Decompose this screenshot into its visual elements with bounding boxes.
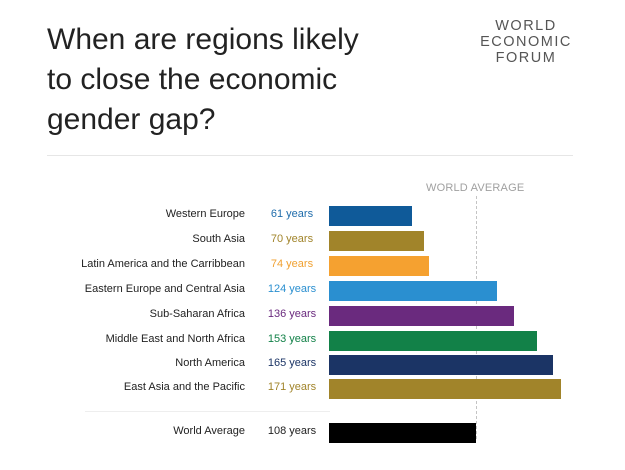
bar [329,423,476,443]
bar-row: Eastern Europe and Central Asia 124 years [0,281,625,301]
bar [329,281,497,301]
wef-logo: WORLD ECONOMIC FORUM [474,18,578,66]
category-label: North America [175,357,245,369]
bar-row: North America 165 years [0,355,625,375]
bar [329,206,412,226]
logo-line-2: ECONOMIC [480,34,572,50]
category-label: Middle East and North Africa [105,333,245,345]
category-label: Latin America and the Carribbean [81,258,245,270]
category-label: World Average [173,425,245,437]
bar-row: World Average 108 years [0,423,625,443]
category-label: Western Europe [165,208,245,220]
category-label: East Asia and the Pacific [123,381,245,393]
bar [329,306,514,326]
value-label: 108 years [267,425,317,437]
header-divider [47,155,573,156]
world-average-reference-label: WORLD AVERAGE [426,182,525,194]
bar-row: East Asia and the Pacific 171 years [0,379,625,399]
bar [329,256,429,276]
bar-row: Latin America and the Carribbean 74 years [0,256,625,276]
value-label: 136 years [267,308,317,320]
logo-line-1: WORLD [495,18,557,34]
value-label: 61 years [270,208,314,220]
logo-line-3: FORUM [495,50,557,66]
value-label: 74 years [270,258,314,270]
value-label: 124 years [267,283,317,295]
bar-row: Western Europe 61 years [0,206,625,226]
bar-row: South Asia 70 years [0,231,625,251]
value-label: 70 years [270,233,314,245]
world-average-divider [85,411,330,412]
category-label: Sub-Saharan Africa [149,308,245,320]
chart-title: When are regions likely to close the eco… [47,23,359,136]
bar [329,331,537,351]
category-label: Eastern Europe and Central Asia [84,283,245,295]
bar-row: Middle East and North Africa 153 years [0,331,625,351]
bar [329,355,553,375]
category-label: South Asia [192,233,245,245]
value-label: 171 years [267,381,317,393]
value-label: 153 years [267,333,317,345]
bar [329,231,424,251]
bar-row: Sub-Saharan Africa 136 years [0,306,625,326]
bar [329,379,561,399]
value-label: 165 years [267,357,317,369]
